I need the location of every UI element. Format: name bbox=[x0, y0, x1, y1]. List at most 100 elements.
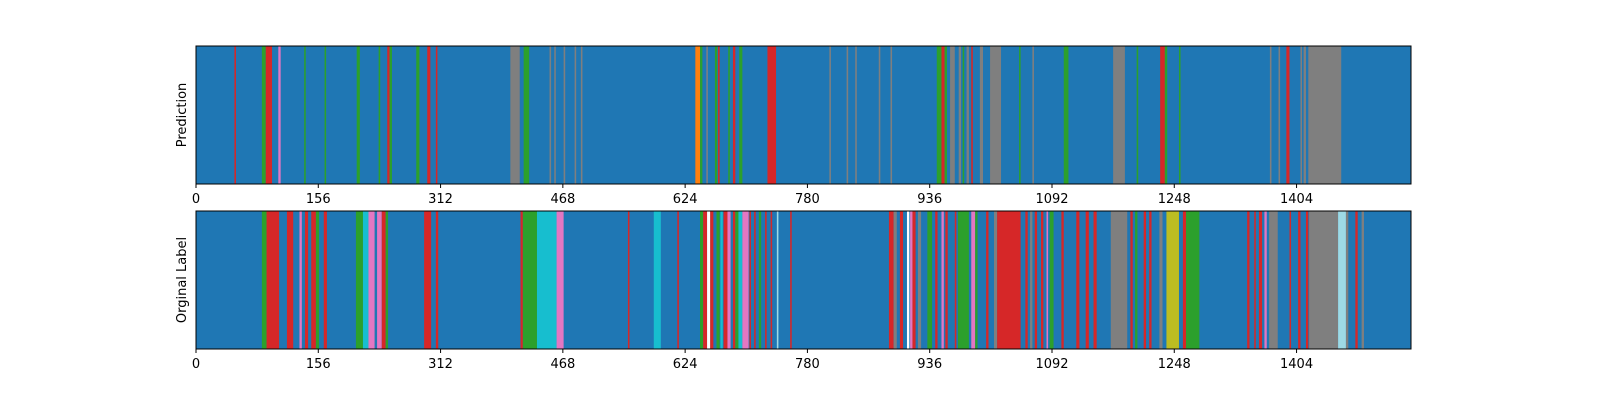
segment-1-47 bbox=[1063, 46, 1069, 184]
segment-2-14 bbox=[381, 211, 386, 349]
segment-2-5 bbox=[304, 211, 309, 349]
segment-2-34 bbox=[735, 211, 739, 349]
segment-2-84 bbox=[1258, 211, 1263, 349]
segment-2-26 bbox=[703, 211, 708, 349]
segment-2-17 bbox=[435, 211, 439, 349]
segment-2-42 bbox=[776, 211, 779, 349]
segment-2-56 bbox=[957, 211, 969, 349]
segment-2-67 bbox=[1049, 211, 1054, 349]
segment-2-44 bbox=[888, 211, 894, 349]
segment-1-57 bbox=[1303, 46, 1306, 184]
segment-2-79 bbox=[1182, 211, 1187, 349]
segment-2-12 bbox=[374, 211, 378, 349]
segment-1-28 bbox=[739, 46, 743, 184]
segment-2-85 bbox=[1264, 211, 1267, 349]
segment-2-73 bbox=[1130, 211, 1133, 349]
segment-2-37 bbox=[749, 211, 751, 349]
segment-2-36 bbox=[742, 211, 749, 349]
segment-2-92 bbox=[1345, 211, 1349, 349]
segment-2-55 bbox=[954, 211, 957, 349]
x-tick-label: 1092 bbox=[1035, 192, 1068, 207]
segment-1-37 bbox=[944, 46, 947, 184]
segment-2-0 bbox=[196, 211, 1411, 349]
segment-1-12 bbox=[427, 46, 431, 184]
x-tick-label: 468 bbox=[550, 192, 575, 207]
x-tick-label: 1248 bbox=[1158, 357, 1191, 372]
x-tick-label: 780 bbox=[795, 357, 820, 372]
segment-2-49 bbox=[912, 211, 916, 349]
segment-2-40 bbox=[765, 211, 767, 349]
segment-2-82 bbox=[1247, 211, 1250, 349]
segment-2-83 bbox=[1254, 211, 1256, 349]
x-tick-label: 156 bbox=[306, 192, 331, 207]
segment-2-58 bbox=[975, 211, 978, 349]
x-tick-label: 0 bbox=[192, 357, 200, 372]
segment-2-88 bbox=[1298, 211, 1301, 349]
x-tick-label: 1404 bbox=[1280, 192, 1313, 207]
segment-1-48 bbox=[1113, 46, 1125, 184]
segment-2-24 bbox=[677, 211, 679, 349]
segment-2-91 bbox=[1338, 211, 1346, 349]
segment-1-26 bbox=[728, 46, 730, 184]
segment-2-78 bbox=[1166, 211, 1179, 349]
segment-1-5 bbox=[304, 46, 306, 184]
x-tick-label: 624 bbox=[673, 192, 698, 207]
x-tick-label: 1248 bbox=[1158, 192, 1191, 207]
segment-2-54 bbox=[945, 211, 948, 349]
segment-1-54 bbox=[1278, 46, 1281, 184]
segment-1-50 bbox=[1160, 46, 1165, 184]
segment-2-13 bbox=[377, 211, 382, 349]
segment-1-38 bbox=[950, 46, 955, 184]
segment-2-22 bbox=[627, 211, 630, 349]
segment-2-41 bbox=[770, 211, 773, 349]
segment-1-29 bbox=[767, 46, 777, 184]
segment-2-7 bbox=[315, 211, 320, 349]
segment-2-35 bbox=[738, 211, 743, 349]
segment-2-70 bbox=[1085, 211, 1089, 349]
segment-2-8 bbox=[323, 211, 327, 349]
segment-2-15 bbox=[385, 211, 389, 349]
segment-2-87 bbox=[1289, 211, 1292, 349]
segment-2-11 bbox=[368, 211, 375, 349]
segment-2-10 bbox=[362, 211, 369, 349]
segment-1-9 bbox=[387, 46, 390, 184]
segment-1-39 bbox=[958, 46, 962, 184]
segment-2-2 bbox=[266, 211, 280, 349]
segment-1-22 bbox=[700, 46, 703, 184]
segment-1-40 bbox=[962, 46, 965, 184]
segment-1-16 bbox=[549, 46, 552, 184]
segment-2-81 bbox=[1189, 211, 1200, 349]
segment-1-24 bbox=[714, 46, 718, 184]
segment-1-6 bbox=[324, 46, 327, 184]
segment-2-69 bbox=[1076, 211, 1080, 349]
segment-2-68 bbox=[1061, 211, 1064, 349]
segment-2-60 bbox=[993, 211, 998, 349]
x-tick-label: 780 bbox=[795, 192, 820, 207]
segment-2-94 bbox=[1361, 211, 1364, 349]
segment-2-61 bbox=[997, 211, 1021, 349]
segment-2-30 bbox=[720, 211, 723, 349]
segment-2-9 bbox=[355, 211, 363, 349]
segment-1-19 bbox=[574, 46, 577, 184]
segment-1-14 bbox=[510, 46, 520, 184]
segment-2-71 bbox=[1093, 211, 1097, 349]
segment-1-30 bbox=[829, 46, 831, 184]
segment-2-25 bbox=[700, 211, 704, 349]
segment-2-29 bbox=[716, 211, 720, 349]
segment-1-33 bbox=[878, 46, 881, 184]
segment-2-52 bbox=[935, 211, 938, 349]
x-tick-label: 312 bbox=[428, 357, 453, 372]
segment-1-56 bbox=[1300, 46, 1303, 184]
segment-2-6 bbox=[311, 211, 316, 349]
segment-1-31 bbox=[846, 46, 849, 184]
segment-1-52 bbox=[1178, 46, 1181, 184]
segment-2-21 bbox=[556, 211, 564, 349]
x-tick-label: 936 bbox=[917, 357, 942, 372]
segment-2-28 bbox=[710, 211, 714, 349]
segment-2-63 bbox=[1030, 211, 1033, 349]
segment-1-45 bbox=[1019, 46, 1021, 184]
segment-1-32 bbox=[855, 46, 857, 184]
segment-2-32 bbox=[727, 211, 731, 349]
segment-1-44 bbox=[990, 46, 1002, 184]
segment-1-20 bbox=[580, 46, 583, 184]
